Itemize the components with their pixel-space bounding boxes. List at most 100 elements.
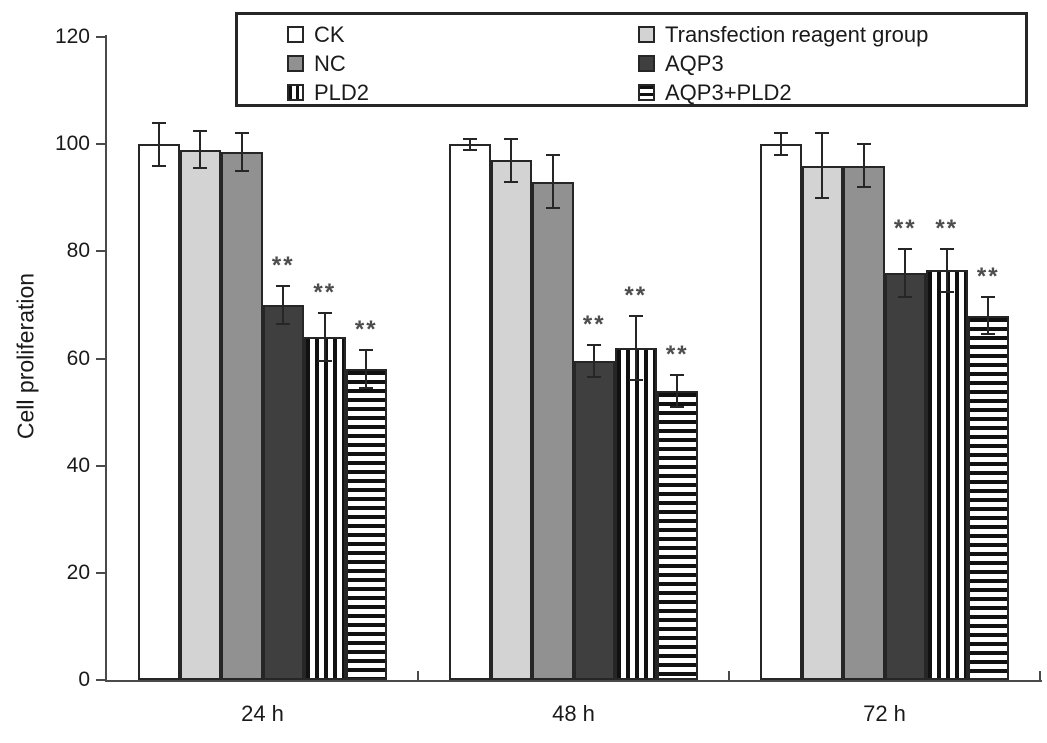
legend-box: CK NC PLD2 Transfection reagent group AQP3 AQ…	[235, 12, 1028, 107]
error-bar-line	[593, 345, 596, 378]
error-bar-cap-bottom	[317, 360, 332, 363]
bar-ck-72h	[760, 144, 802, 680]
error-bar-cap-top	[359, 349, 374, 352]
bar-aqp3-48h	[573, 361, 615, 680]
error-bar-cap-top	[545, 153, 560, 156]
error-bar-line	[365, 350, 368, 388]
y-tick-label: 120	[54, 25, 90, 48]
error-bar-cap-top	[628, 314, 643, 317]
error-bar-line	[282, 286, 285, 324]
x-tick-mark	[728, 671, 730, 680]
error-bar-line	[945, 248, 948, 292]
error-bar-cap-bottom	[981, 333, 996, 336]
error-bar-line	[157, 122, 160, 166]
error-bar-line	[634, 315, 637, 380]
error-bar-line	[551, 154, 554, 209]
error-bar-line	[821, 133, 824, 198]
error-bar-cap-top	[193, 129, 208, 132]
x-category-label: 24 h	[241, 701, 284, 726]
y-tick-mark	[96, 250, 105, 253]
legend-marker-aqp3	[638, 55, 655, 72]
legend-label-pld2: PLD2	[314, 80, 370, 105]
error-bar-cap-bottom	[151, 164, 166, 167]
y-tick-label: 100	[54, 132, 90, 156]
error-bar-cap-bottom	[462, 148, 477, 151]
y-tick-mark	[96, 357, 105, 360]
y-tick-label: 40	[66, 453, 90, 477]
error-bar-line	[510, 138, 513, 182]
significance-marker: **	[582, 311, 606, 339]
error-bar-cap-bottom	[898, 295, 913, 298]
bar-aqp3-pld2-48h	[656, 390, 698, 680]
error-bar-cap-bottom	[939, 290, 954, 293]
significance-marker: **	[271, 252, 295, 280]
error-bar-line	[987, 296, 990, 335]
error-bar-cap-bottom	[587, 376, 602, 379]
bar-transfection-reagent-group-72h	[801, 165, 843, 680]
significance-marker: **	[665, 340, 689, 368]
bar-aqp3-pld2-72h	[967, 315, 1009, 680]
error-bar-cap-bottom	[359, 386, 374, 389]
error-bar-cap-bottom	[545, 207, 560, 210]
legend-marker-aqp3-pld2	[638, 84, 655, 101]
legend-label-ck: CK	[314, 22, 345, 47]
y-tick-label: 20	[66, 560, 90, 584]
y-tick-label: 80	[66, 239, 90, 263]
error-bar-cap-bottom	[856, 186, 871, 189]
error-bar-line	[862, 144, 865, 188]
significance-marker: **	[354, 316, 378, 344]
y-tick-mark	[96, 679, 105, 681]
error-bar-cap-bottom	[815, 196, 830, 199]
significance-marker: **	[935, 214, 959, 242]
x-tick-mark	[1039, 671, 1041, 680]
y-axis-line	[105, 35, 107, 682]
legend-marker-pld2	[287, 84, 304, 101]
x-category-label: 72 h	[863, 701, 906, 726]
error-bar-cap-top	[276, 285, 291, 288]
bar-aqp3-72h	[884, 272, 926, 680]
y-tick-mark	[96, 571, 105, 574]
legend-marker-transfection-reagent-group	[638, 26, 655, 43]
error-bar-cap-top	[317, 311, 332, 314]
error-bar-cap-bottom	[193, 167, 208, 170]
bar-pld2-24h	[304, 337, 346, 680]
error-bar-cap-top	[151, 121, 166, 124]
error-bar-line	[199, 130, 202, 169]
error-bar-cap-top	[462, 137, 477, 140]
y-tick-label: 0	[78, 668, 90, 691]
y-tick-mark	[96, 464, 105, 467]
bar-aqp3-pld2-24h	[345, 369, 387, 680]
legend-label-aqp3: AQP3	[665, 51, 724, 76]
error-bar-cap-bottom	[276, 322, 291, 325]
bar-aqp3-24h	[262, 304, 304, 680]
error-bar-cap-top	[898, 247, 913, 250]
error-bar-line	[676, 374, 679, 407]
error-bar-cap-bottom	[628, 378, 643, 381]
legend-label-nc: NC	[314, 51, 346, 76]
error-bar-line	[323, 312, 326, 362]
bar-nc-72h	[843, 165, 885, 680]
bar-nc-48h	[532, 181, 574, 680]
bar-ck-48h	[449, 144, 491, 680]
legend-marker-ck	[287, 26, 304, 43]
y-tick-mark	[96, 36, 105, 38]
significance-marker: **	[313, 278, 337, 306]
legend-label-aqp3-pld2: AQP3+PLD2	[665, 80, 792, 105]
bar-nc-24h	[221, 152, 263, 680]
error-bar-cap-top	[981, 295, 996, 298]
error-bar-cap-top	[773, 132, 788, 135]
error-bar-cap-bottom	[670, 405, 685, 408]
y-tick-label: 60	[66, 346, 90, 370]
error-bar-line	[904, 248, 907, 297]
error-bar-line	[240, 133, 243, 171]
error-bar-cap-top	[587, 344, 602, 347]
y-tick-mark	[96, 143, 105, 146]
legend-label-transfection-reagent-group: Transfection reagent group	[665, 22, 929, 47]
error-bar-cap-top	[939, 247, 954, 250]
x-axis-line	[105, 680, 1042, 682]
error-bar-cap-top	[504, 137, 519, 140]
error-bar-cap-bottom	[773, 153, 788, 156]
significance-marker: **	[976, 262, 1000, 290]
error-bar-cap-bottom	[504, 180, 519, 183]
